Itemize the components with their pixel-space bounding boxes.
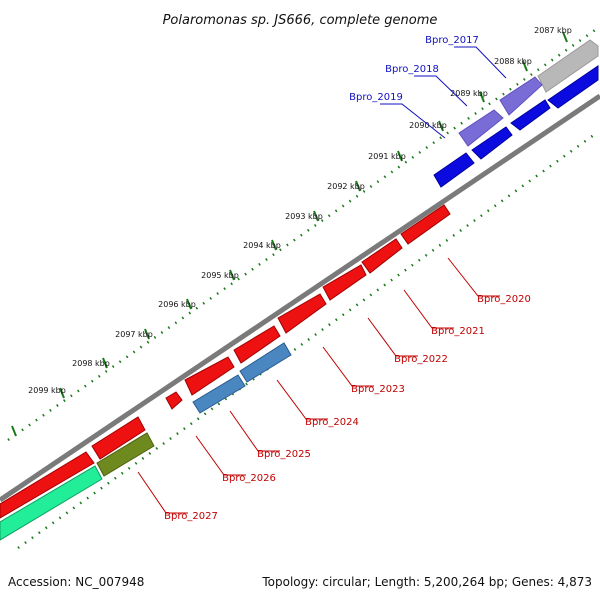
major-tick: [59, 387, 65, 399]
gene-arrow-bpro-2027-b: [0, 451, 95, 519]
tick-label: 2091 kbp: [368, 152, 406, 161]
gene-label: Bpro_2017: [425, 35, 479, 46]
gene-arrow-forward-2: [510, 99, 551, 131]
major-tick: [229, 269, 235, 281]
gene-label: Bpro_2023: [351, 384, 405, 395]
gene-box-bpro-2025-a: [239, 342, 292, 383]
gene-arrow-bpro-2017: [537, 39, 599, 93]
major-tick: [313, 210, 319, 222]
gene-leader-line: [367, 317, 418, 357]
tick-label: 2090 kbp: [409, 121, 447, 130]
tick-label: 2092 kbp: [327, 182, 365, 191]
major-tick: [102, 357, 108, 369]
tick-label: 2097 kbp: [115, 330, 153, 339]
gene-leader-line: [229, 410, 280, 452]
major-tick: [271, 239, 277, 251]
tick-label: 2095 kbp: [201, 271, 239, 280]
tick-label: 2098 kbp: [72, 359, 110, 368]
major-ticks: [11, 31, 568, 437]
gene-label: Bpro_2026: [222, 473, 276, 484]
gene-arrow-bpro-2018: [499, 76, 543, 116]
gene-arrow-bpro-2024: [233, 325, 281, 364]
major-tick: [144, 328, 150, 340]
tick-labels: 2087 kbp 2088 kbp 2089 kbp 2090 kbp 2091 kbp…: [28, 26, 572, 395]
gene-arrow-bpro-2023: [277, 293, 327, 334]
tick-label: 2094 kbp: [243, 241, 281, 250]
gene-label-leaders: [137, 46, 507, 514]
gene-arrow-bpro-2022: [322, 264, 367, 301]
gene-leader-line: [276, 379, 328, 420]
gene-labels: Bpro_2017 Bpro_2018 Bpro_2019 Bpro_2020 Bpro…: [164, 35, 531, 522]
gene-arrow-bpro-2019: [458, 109, 504, 147]
gene-arrow-forward-4: [433, 152, 475, 188]
gene-leader-line: [137, 471, 188, 514]
gene-leader-line: [322, 346, 374, 387]
gene-label: Bpro_2027: [164, 511, 218, 522]
major-tick: [355, 180, 361, 192]
gene-label: Bpro_2020: [477, 294, 531, 305]
gene-label: Bpro_2025: [257, 449, 311, 460]
major-tick: [479, 91, 485, 103]
major-tick: [186, 298, 192, 310]
lower-tick-track: [17, 130, 599, 550]
gene-arrow-bpro-2027: [91, 416, 146, 460]
gene-arrow-bpro-2021: [361, 238, 403, 274]
gene-box-bpro-2025-b: [192, 374, 246, 414]
gene-leader-line: [447, 257, 500, 297]
gene-arrow-forward-3: [471, 126, 513, 160]
gene-box-green: [0, 465, 103, 541]
genome-summary-text: Topology: circular; Length: 5,200,264 bp…: [261, 575, 592, 589]
gene-label: Bpro_2024: [305, 417, 359, 428]
major-tick: [522, 60, 528, 72]
gene-arrow-forward-1: [547, 65, 599, 109]
gene-leader-line: [454, 46, 507, 79]
gene-arrow-small: [165, 391, 183, 410]
gene-label: Bpro_2022: [394, 354, 448, 365]
gene-leader-line: [380, 103, 446, 139]
tick-label: 2089 kbp: [450, 89, 488, 98]
major-tick: [11, 425, 17, 437]
tick-label: 2096 kbp: [158, 300, 196, 309]
gene-leader-line: [414, 75, 468, 107]
major-tick: [397, 150, 403, 162]
gene-box-olive: [96, 432, 155, 477]
upper-tick-track: [7, 26, 599, 442]
gene-arrow-bpro-2020: [400, 204, 451, 245]
tick-label: 2093 kbp: [285, 212, 323, 221]
gene-arrow-bpro-2026: [184, 356, 235, 396]
genome-backbone: [0, 93, 600, 503]
gene-label: Bpro_2019: [349, 92, 403, 103]
accession-text: Accession: NC_007948: [8, 575, 144, 589]
tick-label: 2088 kbp: [494, 57, 532, 66]
gene-label: Bpro_2018: [385, 64, 439, 75]
gene-leader-line: [195, 435, 246, 476]
major-tick: [562, 31, 568, 43]
tick-label: 2087 kbp: [534, 26, 572, 35]
map-title: Polaromonas sp. JS666, complete genome: [163, 13, 438, 28]
gene-leader-line: [403, 289, 454, 329]
gene-features: [0, 39, 599, 541]
tick-label: 2099 kbp: [28, 386, 66, 395]
gene-label: Bpro_2021: [431, 326, 485, 337]
major-tick: [438, 120, 444, 132]
